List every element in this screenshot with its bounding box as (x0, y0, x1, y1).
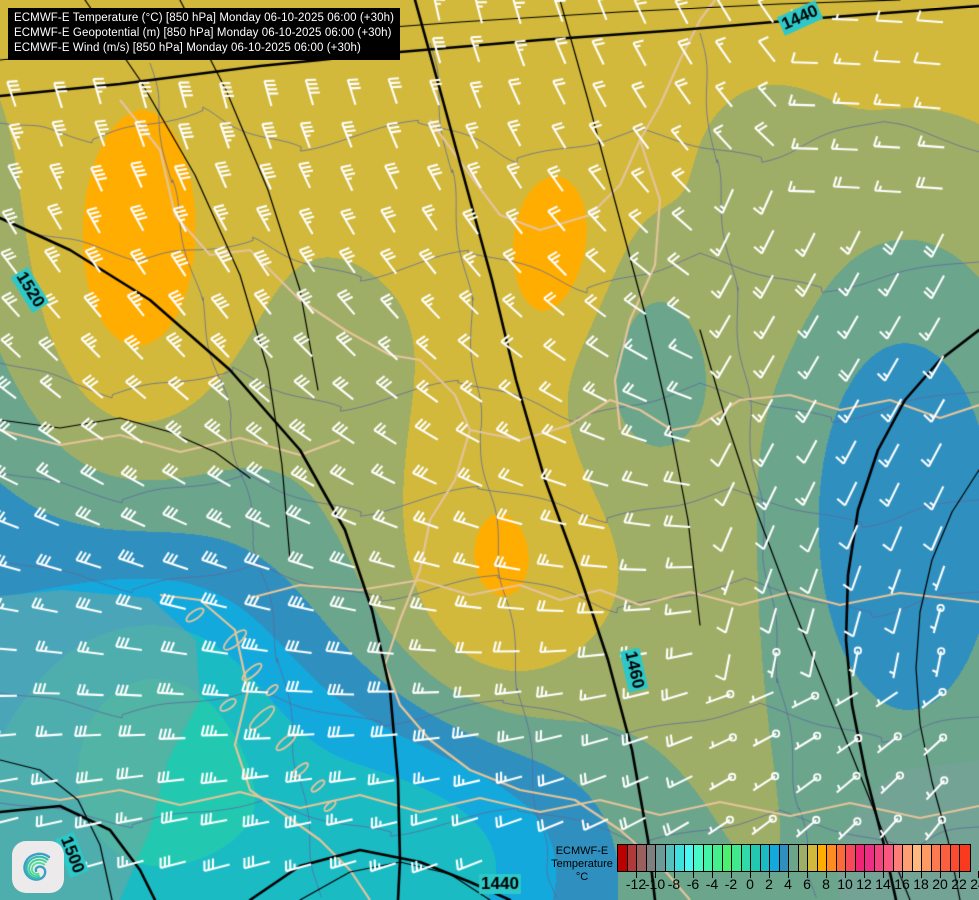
colorbar-tick-label: 10 (837, 876, 853, 892)
colorbar-tick (845, 871, 846, 878)
colorbar-tick-label: -2 (724, 876, 738, 892)
colorbar-swatch (694, 845, 704, 871)
spiral-cyclone-logo[interactable] (12, 841, 64, 893)
colorbar-tick (750, 871, 751, 878)
colorbar-tick-label: -10 (644, 876, 666, 892)
colorbar-swatch (827, 845, 837, 871)
colorbar-swatches-wrap (617, 844, 971, 872)
title-line-geopotential: ECMWF-E Geopotential (m) [850 hPa] Monda… (14, 27, 392, 39)
colorbar-tick-label: 2 (765, 876, 773, 892)
colorbar-swatch (732, 845, 742, 871)
colorbar-tick (712, 871, 713, 878)
colorbar-tick-label: 6 (803, 876, 811, 892)
colorbar-swatch (865, 845, 875, 871)
colorbar-tick-label: 22 (951, 876, 967, 892)
colorbar-tick (959, 871, 960, 878)
colorbar-tick-label: 4 (784, 876, 792, 892)
legend-variable-name: Temperature (551, 858, 613, 870)
colorbar-swatch (903, 845, 913, 871)
colorbar-tick-label: -6 (686, 876, 700, 892)
colorbar-tick-label: 20 (932, 876, 948, 892)
colorbar-tick-label: 24 (970, 876, 979, 892)
colorbar-tick-label: 16 (894, 876, 910, 892)
colorbar-swatch (646, 845, 656, 871)
colorbar-swatch (960, 845, 970, 871)
colorbar-swatch (618, 845, 628, 871)
colorbar-swatch (713, 845, 723, 871)
colorbar-tick (864, 871, 865, 878)
colorbar-tick-label: 0 (746, 876, 754, 892)
legend-model-name: ECMWF-E (555, 845, 609, 857)
colorbar-swatch (931, 845, 941, 871)
colorbar-tick (655, 871, 656, 878)
colorbar-tick (693, 871, 694, 878)
colorbar-swatch (627, 845, 637, 871)
colorbar-swatch (941, 845, 951, 871)
colorbar-swatch (656, 845, 666, 871)
colorbar-swatch (808, 845, 818, 871)
colorbar-swatch (789, 845, 799, 871)
colorbar-swatch (741, 845, 751, 871)
legend-unit: °C (575, 871, 589, 883)
colorbar-swatch (912, 845, 922, 871)
colorbar-swatches[interactable] (617, 844, 971, 872)
colorbar-swatch (779, 845, 789, 871)
colorbar-tick (636, 871, 637, 878)
colorbar-swatch (637, 845, 647, 871)
colorbar-swatch (770, 845, 780, 871)
colorbar-swatch (855, 845, 865, 871)
colorbar-tick-label: -8 (667, 876, 681, 892)
colorbar-tick (921, 871, 922, 878)
colorbar-tick (731, 871, 732, 878)
temperature-colorbar-legend: ECMWF-E Temperature °C -12 -10 -8 -6 -4 -2 0 2 4… (530, 843, 979, 900)
colorbar-tick (769, 871, 770, 878)
title-line-temperature: ECMWF-E Temperature (°C) [850 hPa] Monda… (14, 12, 395, 24)
colorbar-swatch (893, 845, 903, 871)
colorbar-swatch (836, 845, 846, 871)
colorbar-swatch (817, 845, 827, 871)
colorbar-tick-label: 8 (822, 876, 830, 892)
colorbar-tick (807, 871, 808, 878)
colorbar-tick (674, 871, 675, 878)
colorbar-swatch (874, 845, 884, 871)
colorbar-tick-label: 12 (856, 876, 872, 892)
colorbar-tick-label: 14 (875, 876, 891, 892)
colorbar-swatch (675, 845, 685, 871)
colorbar-swatch (684, 845, 694, 871)
colorbar-tick-label: -4 (705, 876, 719, 892)
colorbar-swatch (760, 845, 770, 871)
colorbar-tick (788, 871, 789, 878)
colorbar-tick (826, 871, 827, 878)
colorbar-tick (902, 871, 903, 878)
colorbar-swatch (846, 845, 856, 871)
colorbar-swatch (884, 845, 894, 871)
colorbar-swatch (665, 845, 675, 871)
colorbar-swatch (922, 845, 932, 871)
colorbar-swatch (722, 845, 732, 871)
colorbar-swatch (751, 845, 761, 871)
colorbar-tick-label: -12 (625, 876, 647, 892)
map-title-overlay: ECMWF-E Temperature (°C) [850 hPa] Monda… (8, 8, 401, 60)
colorbar-tick (940, 871, 941, 878)
colorbar-tick (883, 871, 884, 878)
colorbar-swatch (798, 845, 808, 871)
legend-caption: ECMWF-E Temperature °C (538, 845, 626, 884)
title-line-wind: ECMWF-E Wind (m/s) [850 hPa] Monday 06-1… (14, 42, 361, 54)
colorbar-swatch (703, 845, 713, 871)
colorbar-tick-label: 18 (913, 876, 929, 892)
colorbar-swatch (950, 845, 960, 871)
